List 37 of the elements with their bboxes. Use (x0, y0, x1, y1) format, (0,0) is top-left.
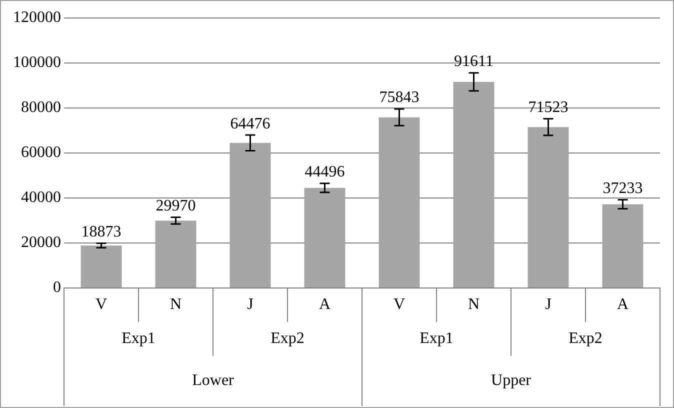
y-tick-label: 120000 (13, 9, 61, 26)
text: Exp1 (420, 330, 454, 348)
text: Upper (491, 372, 532, 390)
bar (80, 246, 122, 288)
data-label: 75843 (379, 89, 420, 106)
y-tick-label: 40000 (21, 189, 61, 206)
bar (230, 142, 271, 288)
x-tick-label: V (95, 296, 108, 314)
text: Exp2 (270, 330, 304, 348)
bar (378, 117, 420, 288)
y-tick-label: 100000 (13, 54, 61, 72)
x-tick-label: N (170, 296, 182, 314)
data-label: 18873 (81, 223, 122, 240)
x-tick-label: N (468, 296, 480, 314)
text: Exp2 (568, 330, 602, 348)
bar (528, 127, 569, 288)
text: Exp1 (122, 330, 156, 348)
y-tick-label: 20000 (21, 234, 61, 252)
bar (155, 220, 196, 288)
y-tick-label: 0 (53, 279, 61, 296)
data-label: 91611 (454, 53, 494, 70)
x-tick-label: A (318, 296, 331, 314)
data-label: 71523 (528, 98, 568, 116)
text: Lower (192, 372, 235, 390)
data-label: 29970 (156, 197, 196, 214)
bar (602, 204, 644, 288)
y-tick-label: 80000 (21, 99, 61, 116)
bar (304, 188, 346, 288)
x-tick-label: V (393, 296, 406, 314)
bar (453, 82, 494, 288)
data-label: 37233 (602, 180, 643, 197)
data-label: 44496 (304, 164, 345, 181)
x-tick-label: J (545, 296, 552, 314)
data-label: 64476 (230, 115, 270, 132)
y-tick-label: 60000 (21, 144, 61, 162)
x-tick-label: A (616, 296, 629, 314)
x-tick-label: J (247, 296, 254, 314)
